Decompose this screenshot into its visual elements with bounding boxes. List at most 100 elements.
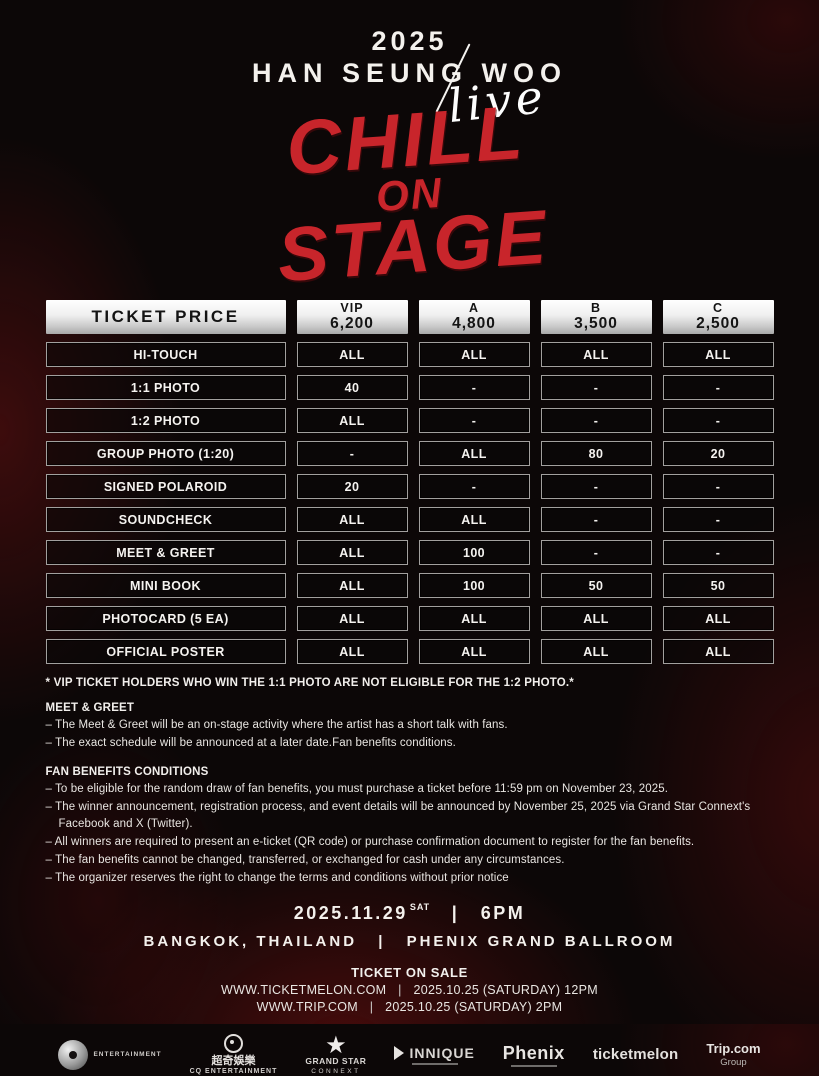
benefit-value-b: ALL: [540, 639, 652, 665]
meet-greet-item: – The exact schedule will be announced a…: [45, 737, 456, 749]
logo-label: Phenix: [502, 1042, 565, 1063]
table-row: SOUNDCHECK ALL ALL - -: [45, 507, 774, 533]
benefit-label: MINI BOOK: [45, 573, 286, 599]
benefit-label: OFFICIAL POSTER: [45, 639, 286, 665]
tier-price: 3,500: [574, 314, 618, 332]
logo-label: ENTERTAINMENT: [93, 1051, 162, 1059]
logo-label-line1: GRAND STAR: [305, 1056, 367, 1067]
table-row: PHOTOCARD (5 EA) ALL ALL ALL ALL: [45, 606, 774, 632]
event-year: 2025: [371, 26, 448, 56]
benefit-value-a: -: [418, 408, 530, 434]
table-row: 1:1 PHOTO 40 - - -: [45, 375, 774, 401]
sale-line-ticketmelon: WWW.TICKETMELON.COM | 2025.10.25 (SATURD…: [0, 983, 819, 997]
benefit-value-b: -: [540, 474, 652, 500]
event-venue-line: BANGKOK, THAILAND | PHENIX GRAND BALLROO…: [0, 933, 819, 950]
show-title: CHILL ON STAGE: [0, 83, 819, 307]
benefit-value-vip: ALL: [296, 540, 408, 566]
sale-site: WWW.TRIP.COM: [256, 999, 358, 1014]
logo-ticketmelon: ticketmelon: [593, 1046, 679, 1063]
event-venue: PHENIX GRAND BALLROOM: [406, 932, 676, 950]
ticket-benefit-table: TICKET PRICE VIP 6,200 A 4,800 B 3,500 C…: [45, 300, 774, 665]
poster-header: 2025 HAN SEUNG WOO live CHILL ON STAGE: [0, 0, 819, 299]
benefit-value-c: 50: [662, 573, 774, 599]
benefit-value-a: -: [418, 375, 530, 401]
logo-label-line2: CONNEXT: [311, 1067, 361, 1075]
table-corner-header: TICKET PRICE: [45, 300, 286, 335]
fan-benefits-item: – All winners are required to present an…: [45, 836, 695, 849]
event-day: SAT: [409, 901, 431, 912]
tier-header-b: B 3,500: [540, 300, 652, 335]
logo-label: ticketmelon: [592, 1046, 679, 1064]
separator: |: [369, 999, 374, 1014]
benefit-value-vip: ALL: [296, 408, 408, 434]
table-row: MEET & GREET ALL 100 - -: [45, 540, 774, 566]
sale-datetime: 2025.10.25 (SATURDAY) 2PM: [385, 999, 563, 1014]
logo-label-cn: 超奇娛樂: [211, 1054, 256, 1067]
benefit-value-c: ALL: [662, 606, 774, 632]
notes-section: * VIP TICKET HOLDERS WHO WIN THE 1:1 PHO…: [46, 677, 774, 888]
vip-note: * VIP TICKET HOLDERS WHO WIN THE 1:1 PHO…: [45, 677, 574, 690]
fan-benefits-item: – The winner announcement, registration …: [45, 800, 751, 831]
table-body: HI-TOUCH ALL ALL ALL ALL 1:1 PHOTO 40 - …: [45, 342, 774, 665]
benefit-label: 1:2 PHOTO: [45, 408, 286, 434]
separator: |: [378, 932, 386, 950]
benefit-value-c: -: [662, 507, 774, 533]
sale-line-trip: WWW.TRIP.COM | 2025.10.25 (SATURDAY) 2PM: [0, 1000, 819, 1014]
benefit-value-b: -: [540, 408, 652, 434]
table-row: GROUP PHOTO (1:20) - ALL 80 20: [45, 441, 774, 467]
benefit-value-c: 20: [662, 441, 774, 467]
benefit-value-c: -: [662, 408, 774, 434]
meet-greet-item: – The Meet & Greet will be an on-stage a…: [45, 719, 508, 732]
sale-datetime: 2025.10.25 (SATURDAY) 12PM: [413, 982, 599, 997]
star-icon: ★: [325, 1031, 347, 1059]
table-row: HI-TOUCH ALL ALL ALL ALL: [45, 342, 774, 368]
benefit-label: MEET & GREET: [45, 540, 286, 566]
logo-label-en: CQ ENTERTAINMENT: [189, 1068, 278, 1076]
benefit-value-a: ALL: [418, 441, 530, 467]
benefit-value-a: ALL: [418, 606, 530, 632]
benefit-value-a: 100: [418, 540, 530, 566]
benefit-value-b: -: [540, 540, 652, 566]
tagline-bar: [510, 1065, 557, 1068]
logo-phenix: Phenix: [503, 1043, 565, 1068]
tier-price: 2,500: [696, 314, 740, 332]
tier-price: 4,800: [452, 314, 496, 332]
table-row: SIGNED POLAROID 20 - - -: [45, 474, 774, 500]
benefit-value-a: -: [418, 474, 530, 500]
table-header-row: TICKET PRICE VIP 6,200 A 4,800 B 3,500 C…: [45, 300, 774, 335]
tier-name: B: [590, 301, 602, 316]
disc-icon: [58, 1040, 89, 1071]
benefit-label: SOUNDCHECK: [45, 507, 286, 533]
benefit-value-c: -: [662, 540, 774, 566]
logo-label-line2: Group: [720, 1056, 747, 1068]
event-date-line: 2025.11.29 SAT | 6PM: [0, 902, 819, 924]
benefit-label: SIGNED POLAROID: [45, 474, 286, 500]
ticket-on-sale-heading: TICKET ON SALE: [351, 964, 468, 980]
sponsor-logos: ENTERTAINMENT 超奇娛樂 CQ ENTERTAINMENT ★ GR…: [0, 1031, 819, 1076]
tier-header-vip: VIP 6,200: [296, 300, 408, 335]
logo-trip-com-group: Trip.com Group: [706, 1041, 760, 1069]
tier-price: 6,200: [330, 314, 374, 332]
tier-name: C: [712, 301, 724, 316]
benefit-value-a: ALL: [418, 342, 530, 368]
benefit-value-vip: 40: [296, 375, 408, 401]
benefit-value-c: -: [662, 375, 774, 401]
benefit-value-vip: ALL: [296, 639, 408, 665]
ring-icon: [223, 1033, 243, 1053]
tier-name: A: [468, 301, 480, 316]
artist-name: HAN SEUNG WOO: [251, 58, 567, 88]
triangle-icon: [394, 1046, 405, 1061]
logo-grand-star-connext: ★ GRAND STAR CONNEXT: [305, 1031, 367, 1076]
benefit-value-b: -: [540, 375, 652, 401]
benefit-value-vip: -: [296, 441, 408, 467]
fan-benefits-item: – The organizer reserves the right to ch…: [45, 871, 509, 884]
benefit-label: 1:1 PHOTO: [45, 375, 286, 401]
benefit-value-a: ALL: [418, 507, 530, 533]
tier-name: VIP: [340, 301, 364, 316]
tier-header-c: C 2,500: [662, 300, 774, 335]
separator: |: [398, 982, 402, 997]
tier-header-a: A 4,800: [418, 300, 530, 335]
benefit-value-b: ALL: [540, 342, 652, 368]
benefit-value-b: 80: [540, 441, 652, 467]
